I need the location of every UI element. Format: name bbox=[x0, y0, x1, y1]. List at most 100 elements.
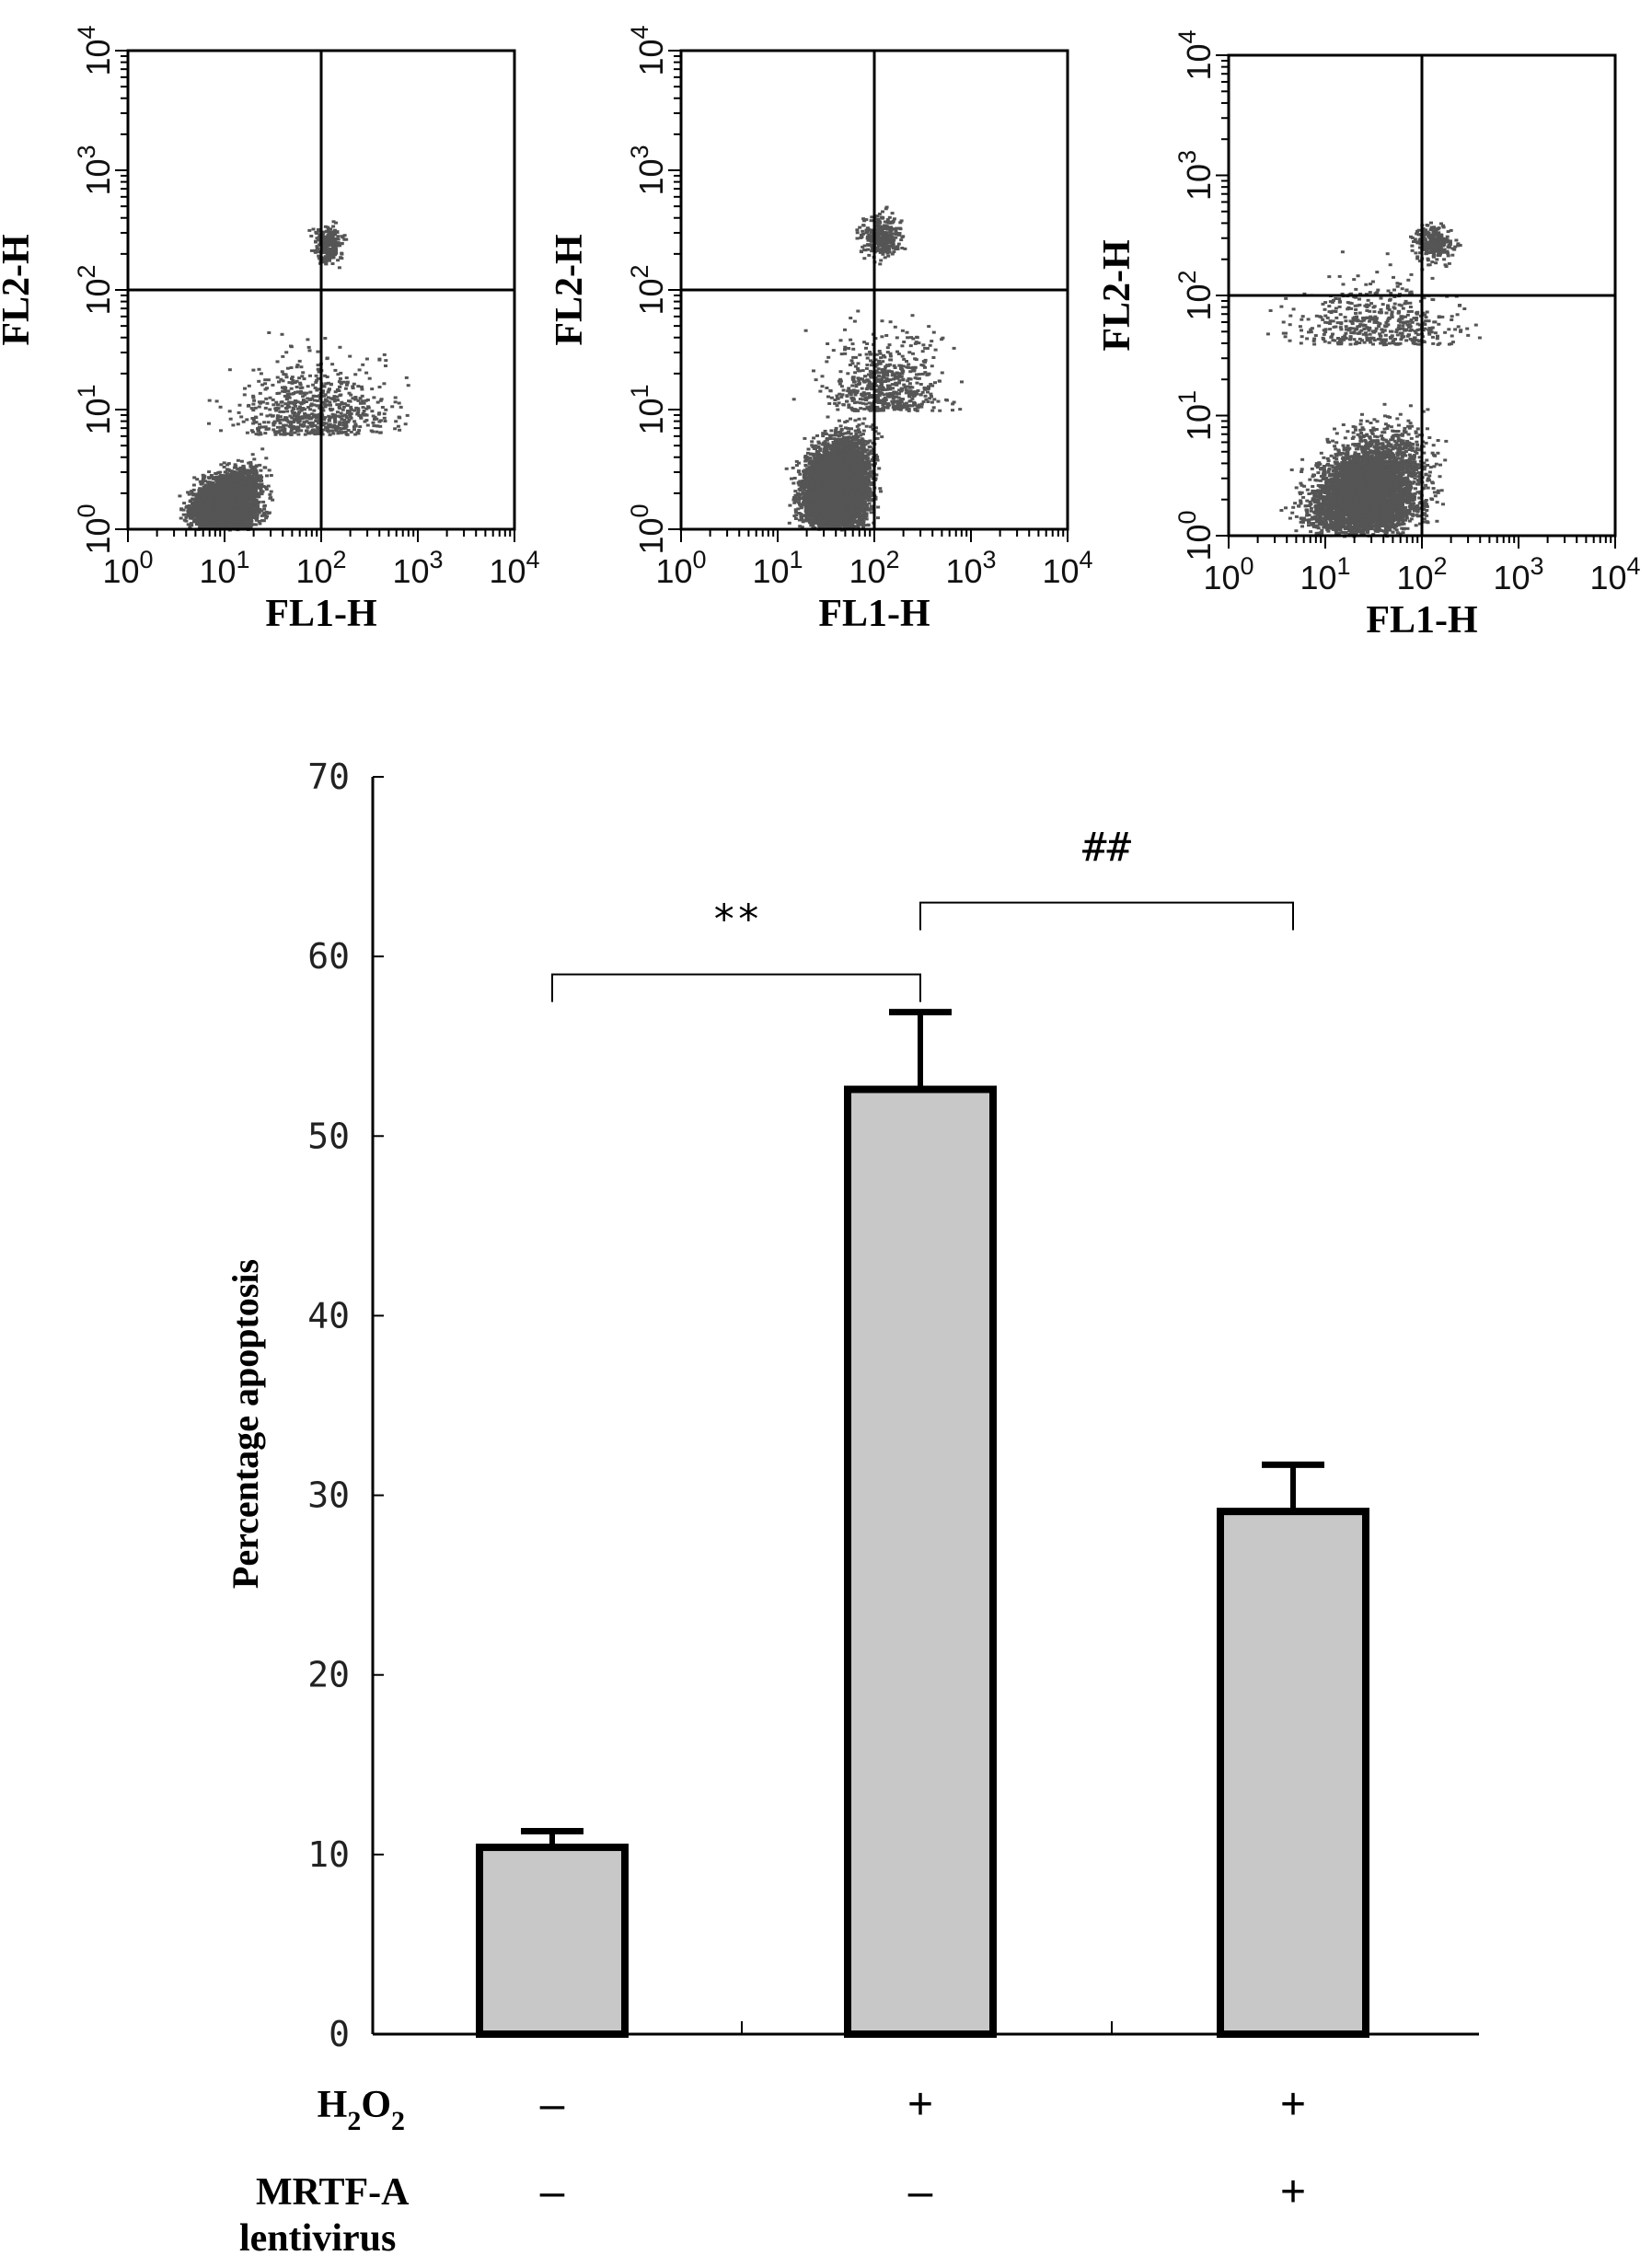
scatter-point bbox=[242, 467, 247, 470]
scatter-point bbox=[196, 503, 201, 506]
scatter-point bbox=[258, 463, 262, 467]
scatter-point bbox=[200, 504, 204, 508]
scatter-point bbox=[199, 482, 203, 486]
scatter-point bbox=[237, 524, 242, 527]
scatter-point bbox=[234, 505, 238, 508]
scatter-point bbox=[190, 524, 194, 527]
scatter-point bbox=[246, 468, 250, 472]
scatter-point bbox=[256, 504, 260, 508]
scatter-point bbox=[212, 515, 216, 518]
scatter-point bbox=[245, 471, 249, 475]
scatter-point bbox=[243, 471, 248, 475]
scatter-point bbox=[235, 508, 239, 512]
scatter-point bbox=[230, 523, 235, 526]
scatter-point bbox=[248, 480, 253, 483]
scatter-point bbox=[198, 480, 202, 483]
scatter-point bbox=[260, 509, 264, 513]
scatter-point bbox=[247, 494, 251, 498]
scatter-points bbox=[178, 220, 410, 532]
scatter-point bbox=[255, 494, 260, 498]
scatter-point bbox=[193, 506, 198, 510]
scatter-point bbox=[223, 526, 227, 529]
scatter-point bbox=[245, 509, 249, 513]
scatter-point bbox=[236, 503, 240, 507]
scatter-point bbox=[209, 489, 213, 492]
scatter-point bbox=[234, 465, 238, 468]
scatter-point bbox=[189, 522, 193, 526]
scatter-point bbox=[223, 479, 226, 482]
scatter-point bbox=[240, 523, 245, 526]
scatter-point bbox=[255, 464, 259, 468]
scatter-point bbox=[182, 518, 187, 522]
scatter-point bbox=[218, 470, 223, 474]
scatter-point bbox=[214, 477, 219, 480]
scatter-point bbox=[249, 494, 254, 498]
scatter-point bbox=[188, 526, 192, 529]
scatter-point bbox=[233, 509, 237, 513]
scatter-point bbox=[254, 489, 258, 492]
scatter-point bbox=[243, 469, 248, 473]
scatter-point bbox=[252, 481, 256, 485]
scatter-point bbox=[192, 517, 197, 521]
scatter-point bbox=[220, 476, 225, 480]
scatter-point bbox=[269, 474, 273, 477]
scatter-point bbox=[248, 492, 252, 495]
scatter-point bbox=[194, 498, 199, 502]
scatter-point bbox=[179, 516, 183, 520]
scatter-point bbox=[202, 492, 207, 495]
scatter-point bbox=[202, 486, 206, 489]
scatter-point bbox=[191, 492, 196, 496]
scatter-point bbox=[198, 493, 202, 497]
scatter-point bbox=[214, 479, 219, 482]
scatter-point bbox=[212, 476, 216, 480]
scatter-point bbox=[209, 485, 214, 489]
scatter-point bbox=[259, 489, 263, 492]
scatter-point bbox=[252, 457, 257, 461]
scatter-point bbox=[179, 508, 184, 512]
scatter-point bbox=[186, 505, 191, 509]
scatter-point bbox=[236, 515, 240, 519]
scatter-point bbox=[192, 476, 197, 480]
scatter-point bbox=[262, 504, 267, 508]
scatter-point bbox=[254, 475, 259, 479]
scatter-point bbox=[249, 515, 253, 519]
scatter-point bbox=[219, 463, 224, 467]
scatter-point bbox=[211, 489, 215, 492]
scatter-point bbox=[226, 468, 231, 472]
scatter-point bbox=[227, 478, 232, 481]
scatter-point bbox=[245, 485, 249, 489]
scatter-point bbox=[241, 521, 246, 525]
scatter-point bbox=[221, 474, 225, 478]
scatter-point bbox=[199, 507, 203, 511]
scatter-point bbox=[202, 525, 206, 528]
scatter-point bbox=[228, 499, 233, 503]
scatter-point bbox=[262, 507, 267, 511]
scatter-point bbox=[259, 479, 263, 482]
scatter-point bbox=[249, 467, 254, 470]
scatter-point bbox=[212, 502, 215, 504]
scatter-point bbox=[222, 465, 226, 468]
scatter-point bbox=[248, 498, 253, 502]
scatter-point bbox=[245, 481, 249, 485]
scatter-point bbox=[238, 476, 242, 480]
scatter-point bbox=[245, 525, 249, 528]
scatter-point bbox=[239, 517, 244, 521]
scatter-point bbox=[233, 472, 237, 475]
scatter-point bbox=[241, 465, 246, 468]
scatter-point bbox=[249, 481, 253, 485]
scatter-point bbox=[264, 486, 268, 489]
scatter-point bbox=[235, 496, 239, 500]
scatter-point bbox=[204, 520, 209, 524]
scatter-point bbox=[199, 524, 203, 527]
scatter-point bbox=[252, 501, 257, 504]
scatter-point bbox=[189, 515, 193, 518]
scatter-point bbox=[231, 517, 236, 521]
scatter-point bbox=[262, 511, 267, 515]
scatter-point bbox=[256, 502, 260, 505]
scatter-point bbox=[267, 468, 271, 472]
scatter-point bbox=[203, 489, 208, 492]
scatter-point bbox=[207, 525, 212, 528]
scatter-point bbox=[239, 459, 244, 463]
scatter-point bbox=[249, 490, 254, 493]
scatter-point bbox=[248, 526, 253, 529]
